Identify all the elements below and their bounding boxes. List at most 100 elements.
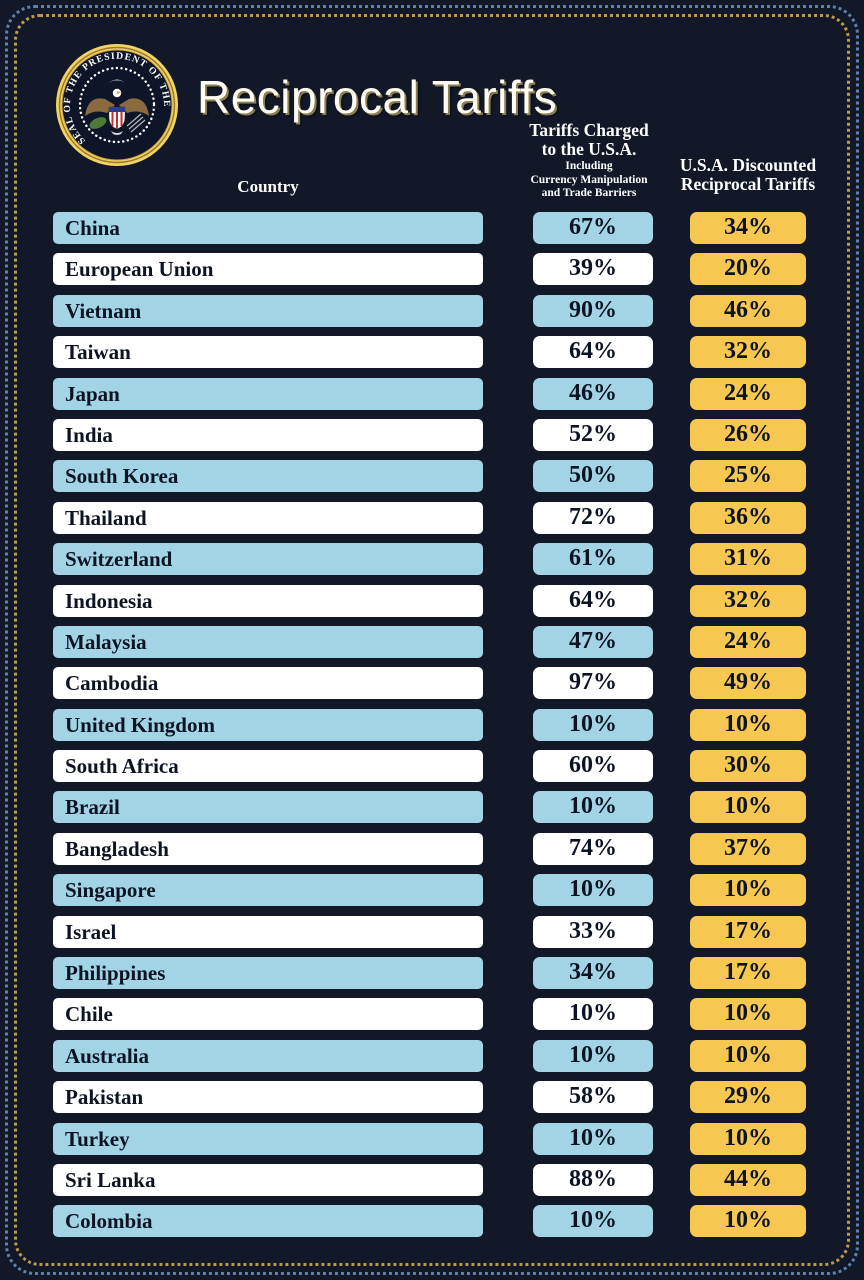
charged-tariff-value: 10%	[533, 791, 653, 824]
table-row: Singapore 10% 10%	[53, 874, 806, 907]
table-row: Pakistan 58% 29%	[53, 1081, 806, 1114]
country-name-bar: South Korea	[53, 460, 483, 493]
country-name-bar: Israel	[53, 915, 483, 948]
discounted-tariff-value: 49%	[690, 667, 806, 700]
discounted-tariff-value: 10%	[690, 1039, 806, 1072]
charged-tariff-value: 97%	[533, 667, 653, 700]
table-row: European Union 39% 20%	[53, 253, 806, 286]
discounted-tariff-value: 17%	[690, 957, 806, 990]
table-row: Bangladesh 74% 37%	[53, 832, 806, 865]
charged-tariff-value: 58%	[533, 1081, 653, 1114]
table-row: Indonesia 64% 32%	[53, 584, 806, 617]
country-name-bar: Sri Lanka	[53, 1163, 483, 1196]
country-name-bar: Vietnam	[53, 294, 483, 327]
charged-tariff-value: 67%	[533, 212, 653, 244]
charged-tariff-value: 90%	[533, 294, 653, 327]
discounted-tariff-value: 37%	[690, 832, 806, 865]
presidential-seal-icon: SEAL OF THE PRESIDENT OF THE UNITED STAT…	[55, 43, 178, 166]
discounted-tariff-value: 25%	[690, 460, 806, 493]
charged-tariff-value: 72%	[533, 501, 653, 534]
table-row: Brazil 10% 10%	[53, 791, 806, 824]
charged-tariff-value: 52%	[533, 418, 653, 451]
discounted-tariff-value: 10%	[690, 874, 806, 907]
charged-tariff-value: 74%	[533, 832, 653, 865]
country-name-bar: Japan	[53, 377, 483, 410]
country-name-bar: Turkey	[53, 1122, 483, 1155]
charged-header-line2: to the U.S.A.	[541, 139, 637, 159]
eagle-shield	[108, 106, 126, 135]
discounted-tariff-value: 20%	[690, 253, 806, 286]
country-name-bar: South Africa	[53, 750, 483, 783]
discounted-tariff-value: 10%	[690, 791, 806, 824]
seal-crest	[109, 79, 125, 83]
discounted-tariff-value: 34%	[690, 212, 806, 244]
table-row: Japan 46% 24%	[53, 377, 806, 410]
charged-tariff-value: 10%	[533, 1122, 653, 1155]
table-row: Thailand 72% 36%	[53, 501, 806, 534]
table-row: Sri Lanka 88% 44%	[53, 1163, 806, 1196]
discounted-tariff-value: 36%	[690, 501, 806, 534]
eagle-right-wing	[119, 98, 149, 116]
charged-column-header: Tariffs Charged to the U.S.A. Including …	[503, 121, 675, 200]
country-name-bar: Bangladesh	[53, 832, 483, 865]
charged-tariff-value: 33%	[533, 915, 653, 948]
charged-subheader-line1: Including	[565, 160, 613, 172]
discounted-tariff-value: 24%	[690, 625, 806, 658]
charged-tariff-value: 39%	[533, 253, 653, 286]
country-name-bar: India	[53, 418, 483, 451]
eagle-left-wing	[85, 98, 115, 116]
discounted-tariff-value: 32%	[690, 584, 806, 617]
charged-tariff-value: 46%	[533, 377, 653, 410]
charged-tariff-value: 64%	[533, 584, 653, 617]
country-name-bar: European Union	[53, 253, 483, 286]
charged-subheader-line3: and Trade Barriers	[541, 187, 637, 199]
country-name-bar: Taiwan	[53, 336, 483, 369]
discounted-tariff-value: 29%	[690, 1081, 806, 1114]
discounted-header-line1: U.S.A. Discounted	[679, 155, 817, 175]
arrows	[126, 113, 146, 133]
table-row: Malaysia 47% 24%	[53, 625, 806, 658]
discounted-tariff-value: 44%	[690, 1163, 806, 1196]
charged-tariff-value: 50%	[533, 460, 653, 493]
table-row: Turkey 10% 10%	[53, 1122, 806, 1155]
discounted-tariff-value: 10%	[690, 1122, 806, 1155]
country-name-bar: Malaysia	[53, 625, 483, 658]
country-name-bar: Cambodia	[53, 667, 483, 700]
table-row: Cambodia 97% 49%	[53, 667, 806, 700]
page-title: Reciprocal Tariffs	[197, 71, 558, 123]
discounted-tariff-value: 31%	[690, 543, 806, 576]
table-row: Colombia 10% 10%	[53, 1205, 806, 1238]
discounted-tariff-value: 10%	[690, 708, 806, 741]
seal-star-circle	[78, 66, 156, 144]
discounted-tariff-value: 24%	[690, 377, 806, 410]
discounted-tariff-value: 46%	[690, 294, 806, 327]
charged-tariff-value: 10%	[533, 708, 653, 741]
table-row: Australia 10% 10%	[53, 1039, 806, 1072]
discounted-tariff-value: 32%	[690, 336, 806, 369]
country-name-bar: China	[53, 212, 483, 244]
country-name-bar: Chile	[53, 998, 483, 1031]
country-name-bar: Thailand	[53, 501, 483, 534]
country-column-header: Country	[237, 177, 299, 196]
discounted-header-line2: Reciprocal Tariffs	[680, 173, 816, 194]
discounted-tariff-value: 30%	[690, 750, 806, 783]
charged-tariff-value: 10%	[533, 874, 653, 907]
country-name-bar: Pakistan	[53, 1081, 483, 1114]
table-row: China 67% 34%	[53, 212, 806, 244]
charged-tariff-value: 88%	[533, 1163, 653, 1196]
charged-tariff-value: 60%	[533, 750, 653, 783]
charged-tariff-value: 10%	[533, 998, 653, 1031]
charged-subheader-line2: Currency Manipulation	[530, 173, 648, 186]
country-name-bar: Australia	[53, 1039, 483, 1072]
eagle-tail	[111, 131, 123, 135]
country-name-bar: Brazil	[53, 791, 483, 824]
charged-tariff-value: 61%	[533, 543, 653, 576]
discounted-tariff-value: 10%	[690, 1205, 806, 1238]
country-name-bar: Colombia	[53, 1205, 483, 1238]
charged-tariff-value: 10%	[533, 1205, 653, 1238]
country-name-bar: United Kingdom	[53, 708, 483, 741]
country-name-bar: Singapore	[53, 874, 483, 907]
table-row: Taiwan 64% 32%	[53, 336, 806, 369]
country-name-bar: Switzerland	[53, 543, 483, 576]
